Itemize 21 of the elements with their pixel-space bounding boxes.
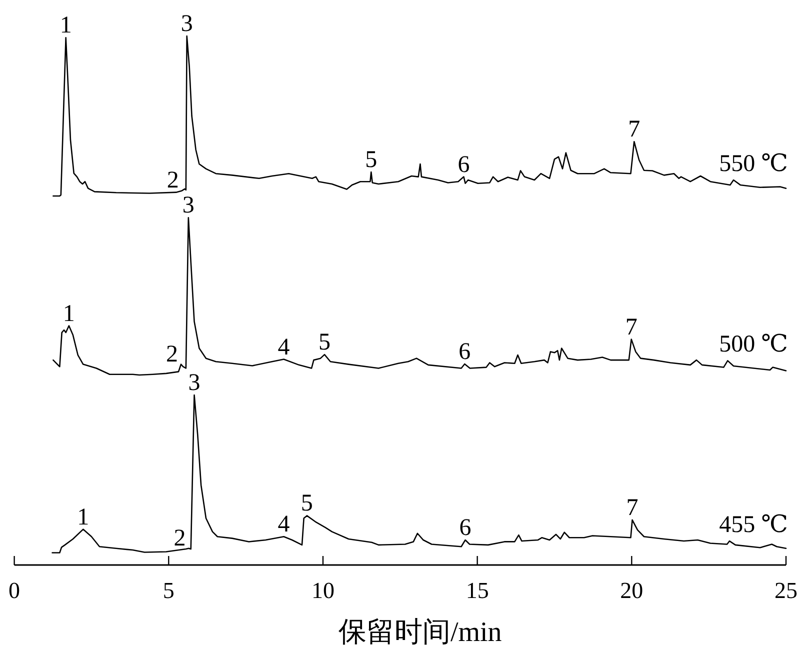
annotation: 1 <box>77 504 90 530</box>
annotation: 4 <box>278 512 290 538</box>
annotation: 4 <box>278 334 290 360</box>
annotation: 3 <box>188 370 200 396</box>
annotation: 6 <box>458 339 471 365</box>
annotation: 5 <box>365 147 378 173</box>
annotation: 7 <box>628 116 640 143</box>
annotation: 7 <box>626 494 638 521</box>
annotation: 5 <box>318 330 331 356</box>
annotation: 6 <box>459 515 472 541</box>
annotation: 7 <box>625 314 638 340</box>
annotation: 2 <box>166 168 179 194</box>
annotation: 3 <box>182 192 194 219</box>
annotation: 2 <box>174 525 186 552</box>
annotation: 6 <box>458 152 470 178</box>
annotation: 5 <box>300 490 313 517</box>
annotation: 2 <box>166 341 178 368</box>
annotation: 3 <box>180 11 193 37</box>
annotation: 1 <box>62 300 75 327</box>
x-label: 保留时间/min <box>338 617 502 648</box>
annotation: 1 <box>60 12 72 39</box>
